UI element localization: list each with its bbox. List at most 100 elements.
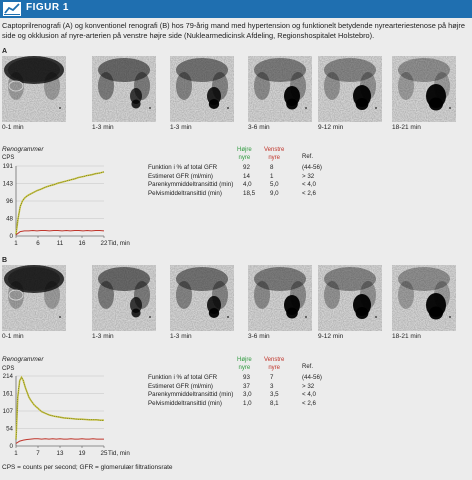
right-kidney-curve [15, 171, 105, 235]
scan-time-label: 9-12 min [318, 333, 344, 340]
scan-image [248, 56, 312, 122]
table-row-label: Estimeret GFR (ml/min) [148, 382, 213, 390]
right-kidney-curve-overlay [15, 171, 105, 235]
scan-image [2, 56, 66, 122]
panel-b-label: B [2, 257, 8, 264]
y-tick-label: 48 [6, 216, 13, 223]
x-tick-label: 13 [57, 450, 64, 457]
y-tick-label: 0 [10, 233, 14, 240]
table-cell-right: 92 [243, 164, 250, 171]
col-header-ref: Ref. [302, 154, 314, 160]
y-tick-label: 96 [6, 198, 13, 205]
table-row-label: Pelvismiddeltransittid (min) [148, 189, 222, 197]
scan-image [318, 56, 382, 122]
y-tick-label: 0 [10, 443, 14, 450]
scan-time-label: 1-3 min [170, 124, 192, 131]
table-row-label: Parenkymmiddeltransittid (min) [148, 181, 234, 188]
right-kidney-curve-overlay [15, 376, 104, 440]
scan-image [92, 265, 156, 331]
panel-a-renogram-title: Renogrammer [2, 146, 44, 153]
y-tick-label: 143 [3, 181, 14, 188]
figure-label: FIGUR 1 [26, 2, 69, 13]
scan-time-label: 1-3 min [170, 333, 192, 340]
table-cell-right: 4,0 [243, 181, 252, 188]
table-row-label: Parenkymmiddeltransittid (min) [148, 391, 234, 398]
table-cell-right: 14 [243, 172, 250, 180]
table-cell-right: 18,5 [243, 189, 256, 197]
panel-b-renogram-chart: 214 161 107 54 01 7 13 19 25 Tid, min [3, 373, 130, 457]
table-cell-right: 1,0 [243, 399, 252, 407]
x-tick-label: 1 [14, 450, 18, 457]
table-cell-ref: > 32 [302, 172, 315, 180]
x-axis-label: Tid, min [108, 240, 130, 247]
x-tick-label: 6 [36, 240, 40, 247]
panel-a-cps-label: CPS [2, 155, 15, 161]
figure-header-bar: FIGUR 1 [0, 0, 472, 18]
table-cell-left: 8 [270, 164, 274, 171]
x-tick-label: 25 [101, 450, 108, 457]
table-cell-left: 9,0 [270, 189, 279, 197]
table-cell-ref: (44-56) [302, 374, 322, 381]
scan-time-label: 1-3 min [92, 124, 114, 131]
x-tick-label: 1 [14, 240, 18, 247]
table-row-label: Estimeret GFR (ml/min) [148, 172, 213, 180]
table-cell-ref: < 4,0 [302, 391, 316, 398]
table-cell-left: 3,5 [270, 391, 279, 398]
scan-time-label: 18-21 min [392, 333, 421, 340]
table-cell-ref: (44-56) [302, 164, 322, 171]
scan-image [170, 265, 234, 331]
right-kidney-curve [15, 375, 104, 440]
x-tick-label: 16 [79, 240, 86, 247]
col-header-left-kidney: Venstre nyre [264, 357, 285, 371]
left-kidney-curve [15, 229, 105, 236]
scan-time-label: 0-1 min [2, 124, 24, 131]
table-cell-left: 5,0 [270, 181, 279, 188]
x-tick-label: 7 [36, 450, 40, 457]
y-tick-label: 214 [3, 373, 14, 380]
table-cell-right: 37 [243, 382, 250, 390]
table-cell-ref: < 2,6 [302, 399, 316, 407]
table-row-label: Funktion i % af total GFR [148, 374, 218, 381]
col-header-right-kidney: Højre nyre [237, 357, 252, 371]
x-tick-label: 11 [57, 240, 64, 247]
scan-time-label: 0-1 min [2, 333, 24, 340]
col-header-left-kidney: Venstre nyre [264, 147, 285, 161]
scan-image [248, 265, 312, 331]
panel-b-cps-label: CPS [2, 366, 15, 372]
scan-image [392, 265, 456, 331]
figure-caption: Captoprilrenografi (A) og konventionel r… [2, 21, 466, 40]
scan-image [92, 56, 156, 122]
table-cell-right: 3,0 [243, 391, 252, 398]
x-axis-label: Tid, min [108, 450, 130, 457]
scan-image [170, 56, 234, 122]
table-cell-left: 7 [270, 374, 274, 381]
chart-icon [3, 2, 21, 16]
scan-image [392, 56, 456, 122]
left-kidney-curve [15, 438, 104, 444]
y-tick-label: 54 [6, 426, 13, 433]
y-tick-label: 191 [3, 163, 14, 170]
scan-time-label: 9-12 min [318, 124, 344, 131]
scan-time-label: 18-21 min [392, 124, 421, 131]
panel-b-renogram-title: Renogrammer [2, 356, 44, 363]
table-cell-ref: < 4,0 [302, 181, 316, 188]
col-header-ref: Ref. [302, 364, 314, 370]
scan-time-label: 3-6 min [248, 124, 270, 131]
table-cell-left: 8,1 [270, 399, 279, 407]
table-row-label: Funktion i % af total GFR [148, 164, 218, 171]
scan-time-label: 1-3 min [92, 333, 114, 340]
scan-time-label: 3-6 min [248, 333, 270, 340]
table-cell-ref: > 32 [302, 382, 315, 390]
table-cell-left: 1 [270, 172, 274, 180]
panel-a-label: A [2, 48, 8, 55]
x-tick-label: 19 [79, 450, 86, 457]
scan-image [318, 265, 382, 331]
figure-footnote: CPS = counts per second; GFR = glomerulæ… [2, 464, 173, 471]
table-row-label: Pelvismiddeltransittid (min) [148, 399, 222, 407]
table-cell-left: 3 [270, 382, 274, 390]
y-tick-label: 107 [3, 408, 14, 415]
y-tick-label: 161 [3, 391, 14, 398]
col-header-right-kidney: Højre nyre [237, 147, 252, 161]
